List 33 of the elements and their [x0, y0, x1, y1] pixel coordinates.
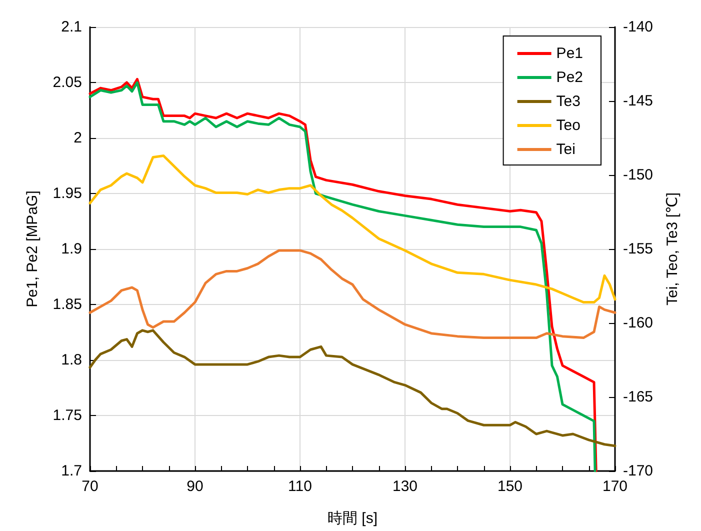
- legend-label: Pe2: [556, 69, 584, 86]
- y2-axis-title: Tei, Teo, Te3 [℃]: [664, 192, 681, 306]
- y-tick-label: 1.9: [61, 240, 82, 258]
- y-tick-label: 1.7: [61, 462, 82, 480]
- y-tick-label: 2.05: [52, 74, 82, 91]
- x-tick-label: 130: [392, 478, 418, 495]
- y2-tick-label: -160: [623, 314, 654, 332]
- y2-tick-label: -170: [623, 462, 654, 480]
- y2-tick-label: -150: [623, 166, 654, 184]
- y-tick-label: 1.8: [61, 352, 82, 368]
- legend-label: Teo: [556, 117, 580, 134]
- x-tick-label: 170: [602, 478, 628, 495]
- line-series: [88, 329, 616, 448]
- y2-tick-label: -145: [623, 92, 654, 110]
- x-tick-label: 70: [82, 478, 98, 495]
- y-tick-label: 2.1: [61, 18, 82, 36]
- y2-tick-label: -165: [623, 388, 654, 406]
- y-tick-label: 1.75: [52, 407, 82, 424]
- legend-label: Pe1: [556, 45, 584, 62]
- y-tick-label: 2: [74, 130, 82, 146]
- x-axis-title: 時間 [s]: [327, 510, 378, 527]
- line-series: [88, 154, 616, 304]
- x-tick-label: 150: [497, 478, 523, 495]
- x-tick-label: 90: [186, 478, 204, 495]
- legend-label: Tei: [556, 141, 576, 158]
- y-axis-title: Pe1, Pe2 [MPaG]: [24, 190, 41, 308]
- y-tick-label: 1.85: [52, 296, 82, 313]
- line-series: [88, 249, 616, 340]
- y2-tick-label: -155: [623, 240, 654, 258]
- y2-tick-label: -140: [623, 18, 654, 36]
- x-tick-label: 110: [288, 478, 312, 495]
- y-tick-label: 1.95: [52, 185, 82, 202]
- legend-label: Te3: [556, 93, 580, 110]
